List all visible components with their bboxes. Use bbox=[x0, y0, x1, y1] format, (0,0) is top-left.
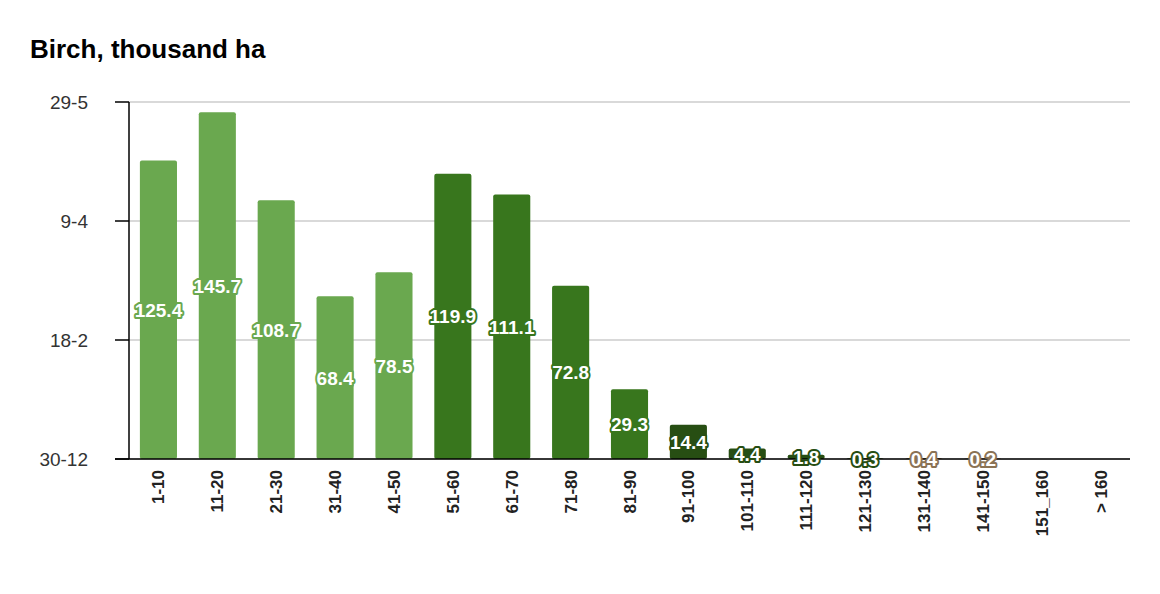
x-tick-label: 121-130 bbox=[856, 470, 875, 532]
data-label: 111.1 bbox=[489, 317, 535, 338]
data-label: 119.9 bbox=[430, 306, 477, 327]
y-tick bbox=[115, 339, 129, 341]
data-label: 29.3 bbox=[611, 414, 648, 435]
data-label: 0.2 bbox=[970, 449, 996, 470]
x-tick-label: > 160 bbox=[1092, 470, 1111, 513]
x-tick-label: 131-140 bbox=[915, 470, 934, 532]
data-label: 68.4 bbox=[317, 368, 354, 389]
x-tick-label: 41-50 bbox=[385, 470, 404, 513]
bar bbox=[375, 272, 412, 459]
y-tick-label: 30-12 bbox=[39, 449, 88, 470]
chart: Birch, thousand ha 30-12 18-2 9-4 29-5 125.4 1… bbox=[0, 0, 1160, 594]
x-tick-label: 71-80 bbox=[562, 470, 581, 513]
x-tick-label: 1-10 bbox=[149, 470, 168, 504]
data-label: 78.5 bbox=[375, 356, 412, 377]
x-tick-label: 101-110 bbox=[738, 470, 757, 531]
data-label: 125.4 bbox=[135, 300, 183, 321]
data-label: 72.8 bbox=[552, 362, 589, 383]
bar bbox=[670, 425, 707, 459]
data-label: 0.3 bbox=[852, 449, 878, 470]
y-axis bbox=[128, 102, 130, 459]
y-tick-label: 9-4 bbox=[61, 211, 89, 232]
data-label: 1.8 bbox=[793, 447, 819, 468]
data-label: 4.4 bbox=[734, 444, 761, 465]
y-tick-label: 18-2 bbox=[50, 330, 88, 351]
x-tick-label: 21-30 bbox=[267, 470, 286, 513]
bar bbox=[611, 389, 648, 459]
x-tick-label: 31-40 bbox=[326, 470, 345, 513]
x-tick-label: 61-70 bbox=[503, 470, 522, 513]
data-label: 14.4 bbox=[670, 432, 707, 453]
data-label: 0.4 bbox=[911, 449, 938, 470]
grid-line bbox=[129, 101, 1130, 102]
data-label: 145.7 bbox=[194, 276, 242, 297]
x-tick-label: 51-60 bbox=[444, 470, 463, 513]
x-tick-label: 151_160 bbox=[1033, 470, 1052, 536]
title: Birch, thousand ha bbox=[30, 34, 266, 64]
x-tick-label: 91-100 bbox=[679, 470, 698, 523]
x-tick-label: 11-20 bbox=[208, 470, 227, 513]
x-tick-label: 141-150 bbox=[974, 470, 993, 532]
bar bbox=[552, 286, 589, 459]
y-tick bbox=[115, 101, 129, 103]
y-tick bbox=[115, 220, 129, 222]
bars bbox=[140, 112, 1001, 459]
x-tick-label: 111-120 bbox=[797, 470, 816, 531]
bar bbox=[317, 296, 354, 459]
x-tick-label: 81-90 bbox=[621, 470, 640, 513]
data-label: 108.7 bbox=[252, 320, 300, 341]
y-tick-label: 29-5 bbox=[50, 92, 88, 113]
